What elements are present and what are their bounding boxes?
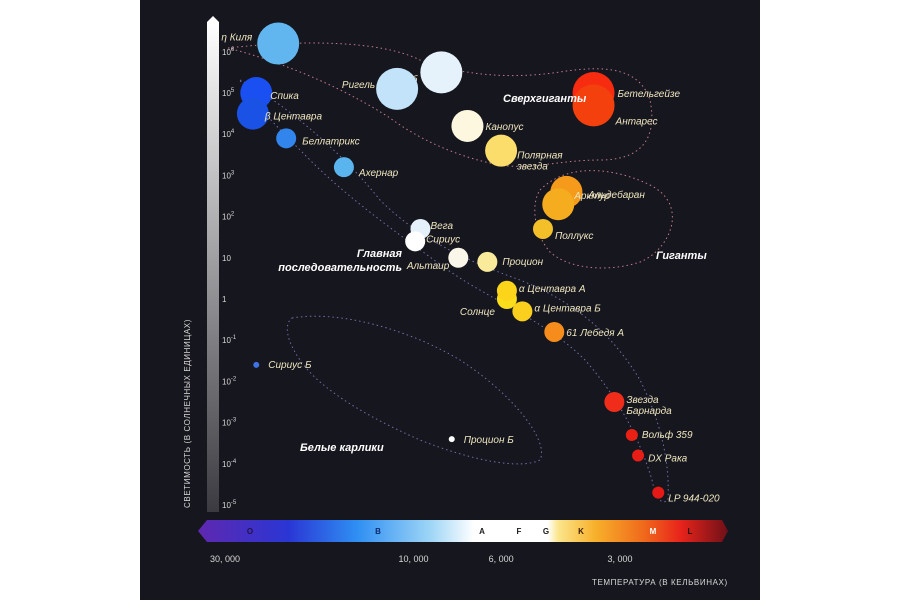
main-sequence-region bbox=[238, 78, 669, 503]
x-axis-title: ТЕМПЕРАТУРА (В КЕЛЬВИНАХ) bbox=[592, 578, 728, 587]
star-label-процион: Процион bbox=[502, 257, 543, 268]
star-звезда-барнарда bbox=[604, 392, 625, 412]
star-label-процион-б: Процион Б bbox=[464, 435, 514, 446]
star-lp-944-020 bbox=[652, 486, 665, 499]
label-giants: Гиганты bbox=[656, 250, 707, 262]
star-label-киля: η Киля bbox=[221, 33, 252, 44]
star-label-спика: Спика bbox=[270, 91, 299, 102]
star-центавра bbox=[236, 97, 269, 130]
x-tick-label: 10, 000 bbox=[398, 554, 428, 564]
star-label-арктур: Арктур bbox=[573, 191, 610, 202]
y-tick-label: 10-2 bbox=[222, 376, 237, 386]
star-label-антарес: Антарес bbox=[615, 116, 658, 127]
star-label-центавра: β Центавра bbox=[264, 112, 323, 123]
star-центавра-б bbox=[512, 301, 533, 322]
x-tick-label: 3, 000 bbox=[607, 554, 632, 564]
star-label-центавра-а: α Центавра А bbox=[519, 284, 586, 295]
star-центавра-а bbox=[496, 280, 517, 301]
star-label-ригель: Ригель bbox=[342, 80, 375, 91]
supergiants-region bbox=[227, 42, 653, 167]
star-label-канопус: Канопус bbox=[485, 122, 523, 133]
star-label-полярная-звезда: Полярная звезда bbox=[516, 151, 563, 173]
y-axis-arrow bbox=[207, 16, 219, 22]
y-axis-bar bbox=[207, 22, 219, 512]
region-outlines bbox=[227, 42, 673, 503]
y-tick-label: 10 bbox=[222, 254, 231, 263]
x-tick-label: 6, 000 bbox=[489, 554, 514, 564]
star-антарес bbox=[572, 84, 615, 127]
y-tick-label: 1 bbox=[222, 295, 227, 304]
star-label-dx-рака: DX Рака bbox=[648, 454, 688, 465]
y-tick-label: 105 bbox=[222, 88, 235, 98]
star-альтаир bbox=[448, 247, 469, 268]
y-tick-label: 10-1 bbox=[222, 335, 237, 345]
star-беллатрикс bbox=[276, 128, 297, 149]
star-label-солнце: Солнце bbox=[460, 307, 495, 318]
star-ахернар bbox=[333, 157, 354, 178]
star-поллукс bbox=[532, 218, 553, 239]
y-tick-label: 102 bbox=[222, 212, 235, 222]
star-канопус bbox=[451, 109, 484, 142]
star-61-лебедя-а bbox=[544, 321, 565, 342]
y-tick-label: 104 bbox=[222, 129, 235, 139]
star-процион-б bbox=[448, 436, 455, 443]
star-label-вега: Вега bbox=[430, 221, 453, 232]
star-label-сириус: Сириус bbox=[426, 234, 460, 245]
y-axis-title: СВЕТИМОСТЬ (В СОЛНЕЧНЫХ ЕДИНИЦАХ) bbox=[183, 319, 192, 508]
star-label-альдебаран: Альдебаран bbox=[587, 189, 645, 201]
y-tick-label: 103 bbox=[222, 170, 235, 180]
spectral-class-k: K bbox=[578, 527, 584, 536]
spectral-class-f: F bbox=[517, 527, 522, 536]
star-label-альтаир: Альтаир bbox=[406, 261, 450, 272]
star-dx-рака bbox=[632, 449, 645, 462]
star-label-61-лебедя-а: 61 Лебедя А bbox=[566, 327, 624, 339]
spectral-class-o: O bbox=[247, 527, 253, 536]
spectral-class-g: G bbox=[543, 527, 549, 536]
star-label-бетельгейзе: Бетельгейзе bbox=[618, 89, 681, 100]
star-процион bbox=[477, 251, 498, 272]
star-label-lp-944-020: LP 944-020 bbox=[668, 494, 720, 505]
y-tick-label: 10-5 bbox=[222, 500, 237, 510]
spectral-class-m: M bbox=[650, 527, 657, 536]
star-label-беллатрикс: Беллатрикс bbox=[302, 136, 360, 147]
star-label-вольф-359: Вольф 359 bbox=[642, 429, 693, 441]
y-tick-label: 106 bbox=[222, 47, 235, 57]
star-label-сириус-б: Сириус Б bbox=[268, 360, 312, 371]
star-арктур bbox=[542, 188, 575, 221]
star-label-ахернар: Ахернар bbox=[358, 168, 399, 179]
y-tick-label: 10-3 bbox=[222, 418, 237, 428]
stars: η КиляДенебРигельСпикаβ ЦентавраБеллатри… bbox=[221, 22, 720, 505]
star-киля bbox=[257, 22, 300, 65]
y-tick-label: 10-4 bbox=[222, 459, 237, 469]
star-ригель bbox=[376, 67, 419, 110]
star-вольф-359 bbox=[625, 428, 638, 441]
star-полярная-звезда bbox=[485, 134, 518, 167]
x-tick-label: 30, 000 bbox=[210, 554, 240, 564]
star-label-центавра-б: α Центавра Б bbox=[534, 303, 601, 314]
star-сириус-б bbox=[253, 361, 260, 368]
x-axis-ticks: 30, 000 10, 000 6, 000 3, 000 bbox=[210, 554, 633, 564]
spectral-class-b: B bbox=[375, 527, 381, 536]
label-supergiants: Сверхгиганты bbox=[503, 93, 587, 105]
spectral-class-l: L bbox=[688, 527, 693, 536]
label-main-sequence: Главная последовательность bbox=[278, 248, 402, 274]
spectral-class-a: A bbox=[479, 527, 485, 536]
label-white-dwarfs: Белые карлики bbox=[300, 442, 384, 454]
star-label-звезда-барнарда: Звезда Барнарда bbox=[626, 395, 672, 417]
star-label-поллукс: Поллукс bbox=[555, 231, 593, 242]
star-денеб bbox=[420, 51, 463, 94]
star-сириус bbox=[405, 231, 426, 252]
